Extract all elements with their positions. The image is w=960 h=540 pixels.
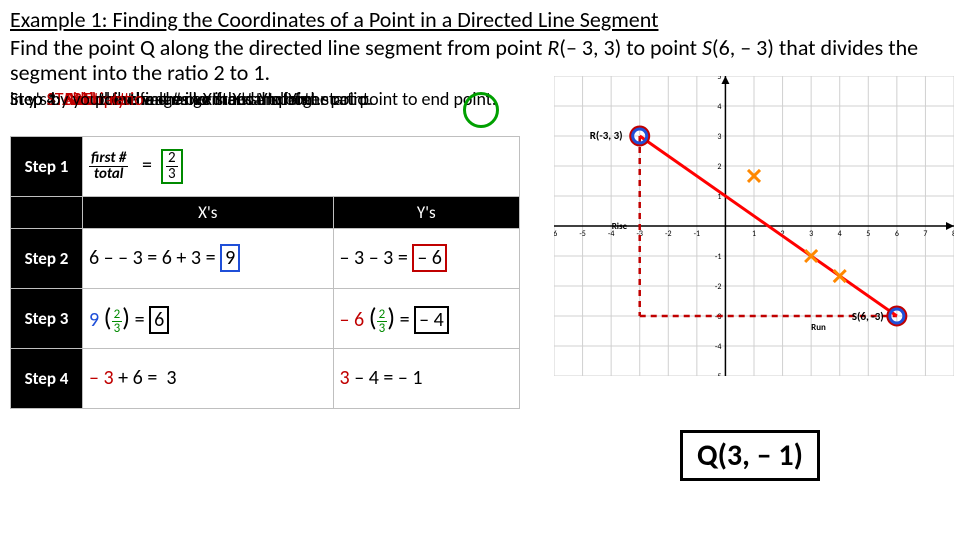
- ratio-frac-bot: total: [89, 167, 128, 182]
- step3-x: 9 (23) = 6: [83, 288, 334, 348]
- graph-container: -6-5-4-3-2-112345678-5-4-3-2-112345RiseR…: [530, 136, 950, 409]
- s3y-ft: 2: [377, 308, 388, 322]
- step1-ratio-cell: first # total = 2 3: [83, 136, 520, 196]
- step3-y: – 6 (23) = – 4: [333, 288, 519, 348]
- s4x-op: +: [118, 366, 128, 390]
- s4x-a: – 3: [89, 366, 114, 390]
- ratio-circle-highlight: [463, 92, 499, 128]
- s4y-op: –: [354, 366, 364, 390]
- col-x-hdr: X's: [83, 196, 334, 228]
- svg-text:Run: Run: [811, 322, 826, 333]
- step1-eq: =: [142, 153, 152, 177]
- coordinate-graph: -6-5-4-3-2-112345678-5-4-3-2-112345RiseR…: [554, 76, 954, 376]
- step2-label: Step 2: [11, 228, 83, 288]
- svg-text:3: 3: [809, 229, 813, 239]
- svg-text:R(-3, 3): R(-3, 3): [590, 129, 623, 142]
- step2-x: 6 – – 3 = 6 + 3 = 9: [83, 228, 334, 288]
- svg-text:2: 2: [717, 162, 721, 172]
- steps-table: Step 1 first # total = 2 3: [10, 136, 520, 409]
- point-r: R: [547, 34, 559, 61]
- col-y-hdr: Y's: [333, 196, 519, 228]
- step3-label: Step 3: [11, 288, 83, 348]
- svg-text:8: 8: [952, 229, 954, 239]
- ratio-val-bot: 3: [166, 167, 178, 182]
- step2-x-pre: 6 – – 3 = 6 + 3 =: [89, 246, 216, 270]
- s3x-a: 9: [89, 308, 99, 332]
- s3x-fb: 3: [112, 322, 123, 335]
- svg-text:-2: -2: [715, 282, 722, 292]
- svg-text:3: 3: [717, 132, 721, 142]
- svg-text:-1: -1: [715, 252, 722, 262]
- s3y-eq: =: [400, 308, 410, 332]
- step2-x-box: 9: [220, 244, 240, 272]
- step4-y: 3 – 4 = – 1: [333, 348, 519, 408]
- s4x-eq: =: [147, 366, 157, 390]
- s4x-b: 6: [133, 366, 143, 390]
- step4-label: Step 4: [11, 348, 83, 408]
- problem-pre: Find the point Q along the directed line…: [10, 34, 547, 61]
- svg-text:-5: -5: [715, 372, 722, 376]
- blank-hdr: [11, 196, 83, 228]
- svg-text:-6: -6: [554, 229, 557, 239]
- svg-text:S(6, -3): S(6, -3): [852, 310, 884, 323]
- svg-text:4: 4: [838, 229, 842, 239]
- s3y-fb: 3: [377, 322, 388, 335]
- svg-text:Rise: Rise: [612, 221, 628, 232]
- svg-text:-4: -4: [715, 342, 722, 352]
- s4y-a: 3: [340, 366, 350, 390]
- s4y-r: – 1: [398, 366, 423, 390]
- s3x-box: 6: [149, 306, 169, 334]
- svg-text:5: 5: [717, 76, 721, 82]
- svg-text:6: 6: [895, 229, 899, 239]
- svg-text:-1: -1: [694, 229, 701, 239]
- point-s: S: [702, 34, 712, 61]
- s4x-r: 3: [166, 366, 176, 390]
- step2-y-box: – 6: [412, 244, 447, 272]
- step4-x: – 3 + 6 = 3: [83, 348, 334, 408]
- svg-text:4: 4: [717, 102, 721, 112]
- r-coords: (– 3, 3) to point: [559, 34, 702, 61]
- example-title: Example 1: Finding the Coordinates of a …: [10, 6, 950, 33]
- s4y-b: 4: [369, 366, 379, 390]
- step2-y: – 3 – 3 = – 6: [333, 228, 519, 288]
- s3x-eq: =: [135, 308, 145, 332]
- svg-text:-2: -2: [665, 229, 672, 239]
- svg-text:-5: -5: [579, 229, 586, 239]
- steps-table-container: Step 1 first # total = 2 3: [10, 136, 520, 409]
- s3y-box: – 4: [414, 306, 449, 334]
- s3y-a: – 6: [340, 308, 365, 332]
- svg-text:5: 5: [866, 229, 870, 239]
- step2-y-pre: – 3 – 3 =: [340, 246, 408, 270]
- s4y-eq: =: [383, 366, 393, 390]
- step1-label: Step 1: [11, 136, 83, 196]
- svg-text:7: 7: [923, 229, 927, 239]
- svg-text:1: 1: [752, 229, 756, 239]
- s3x-ft: 2: [112, 308, 123, 322]
- answer-box: Q(3, – 1): [680, 430, 820, 481]
